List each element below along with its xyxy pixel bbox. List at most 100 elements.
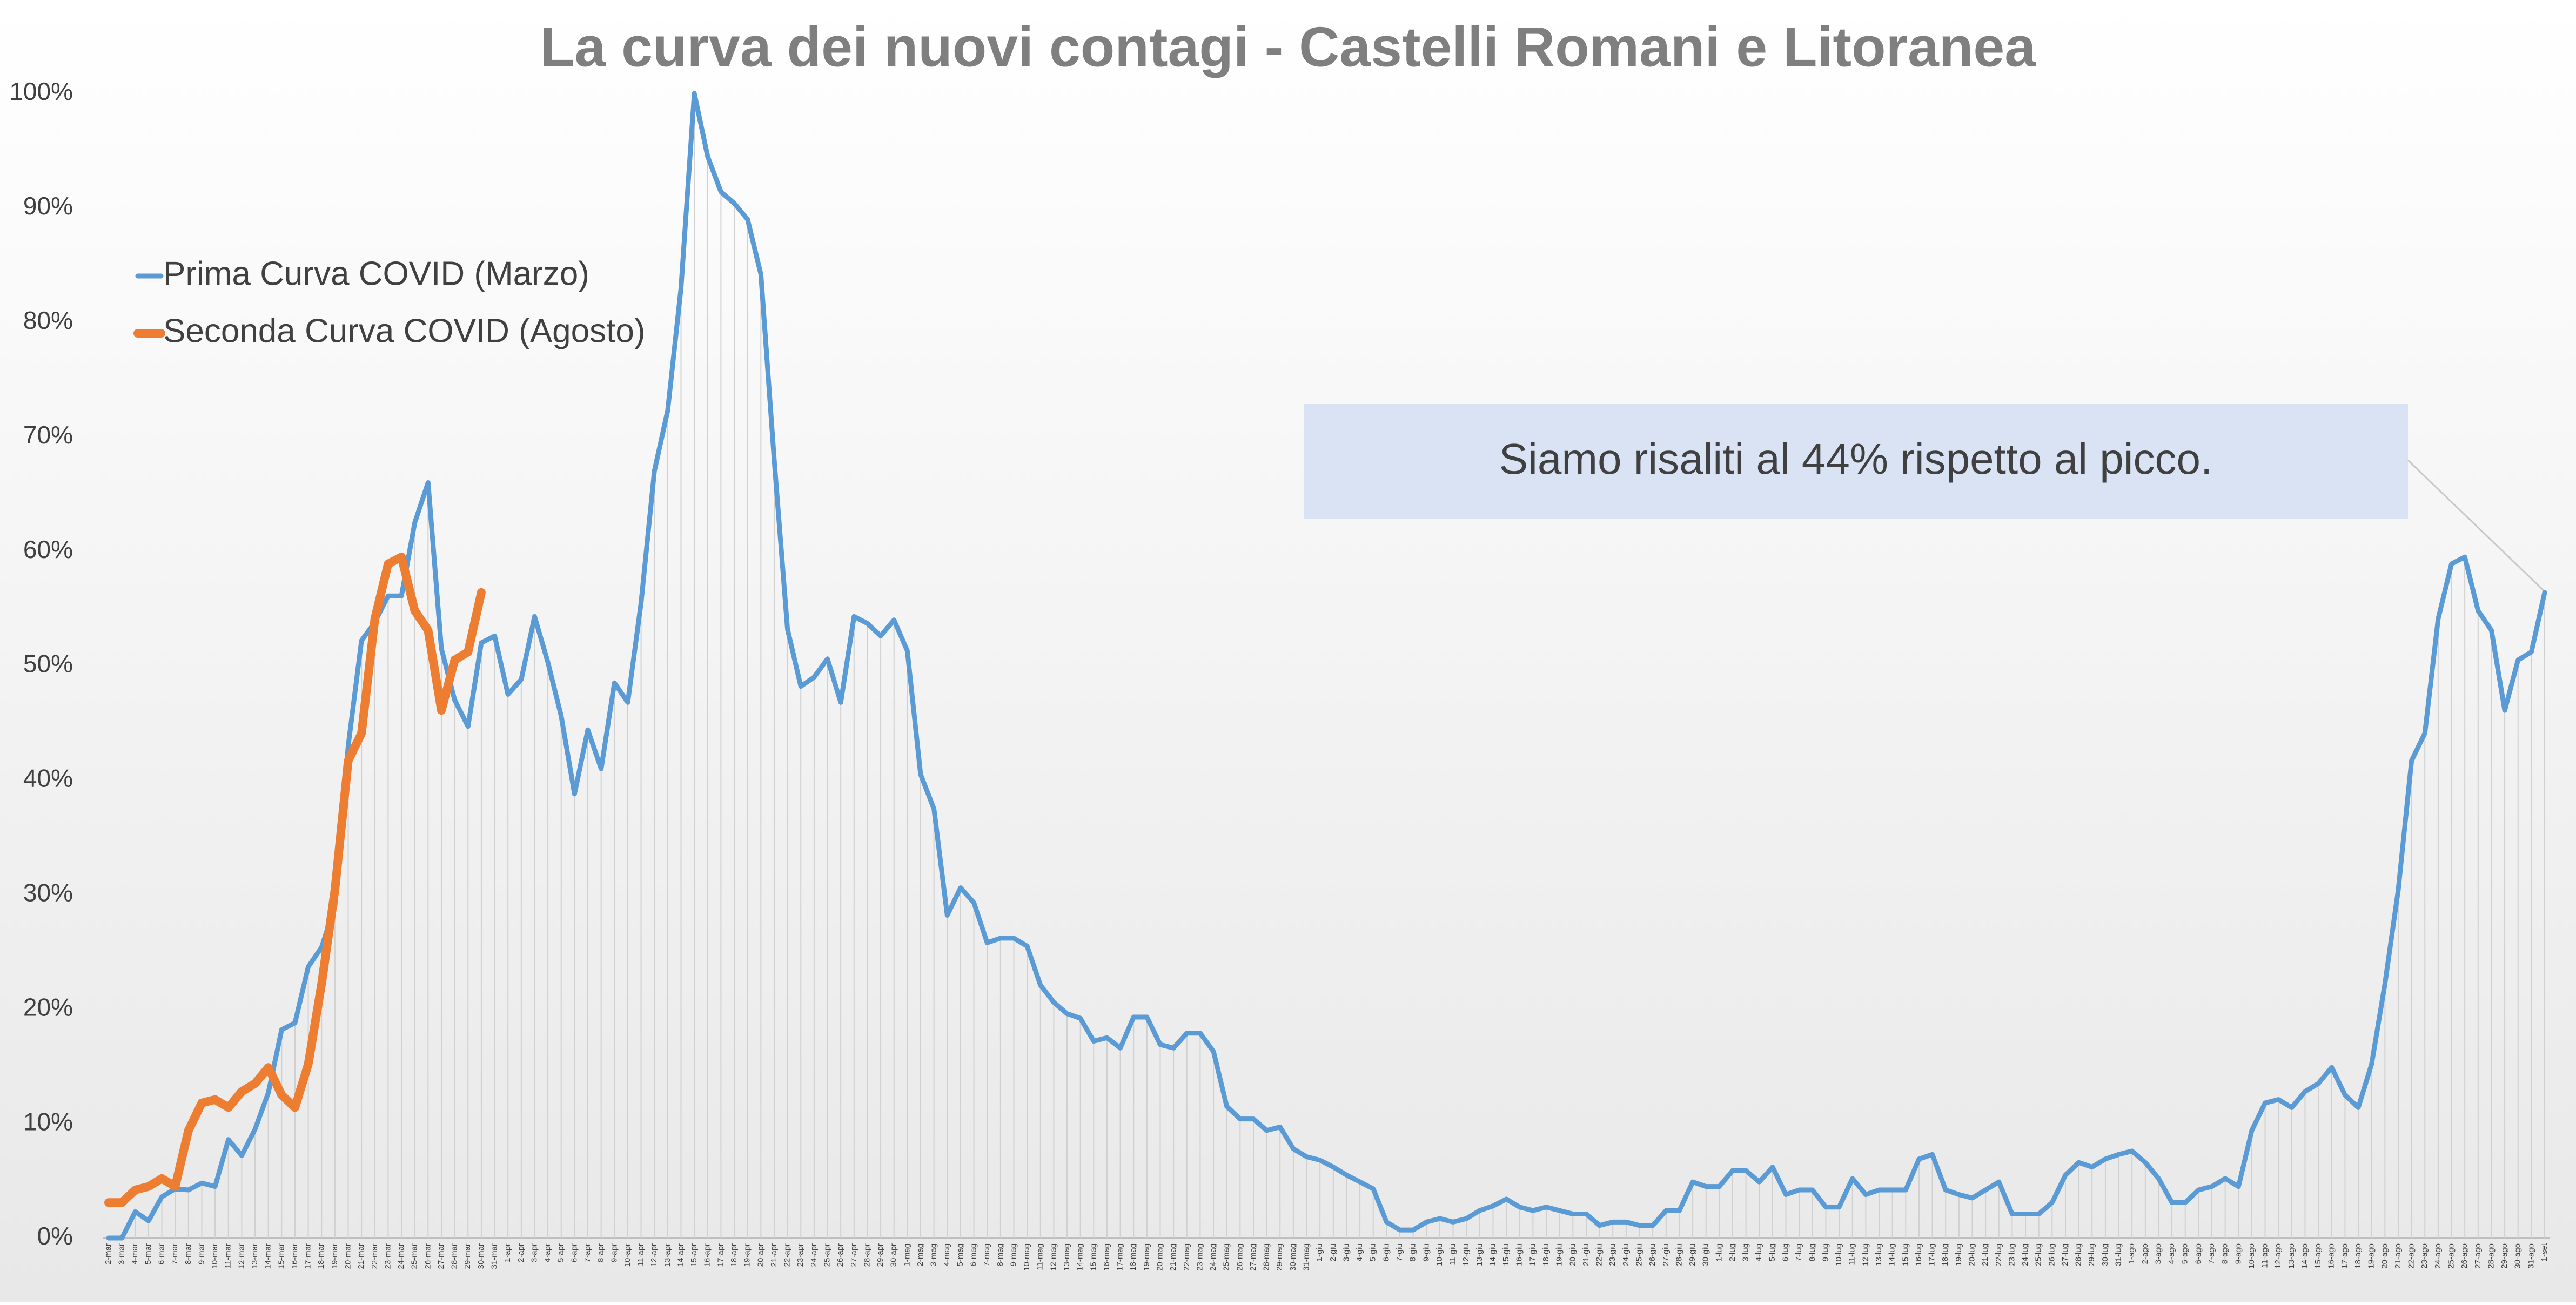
x-tick-label: 6-lug xyxy=(1781,1243,1790,1261)
x-tick-label: 12-giu xyxy=(1461,1243,1471,1266)
x-tick-label: 7-lug xyxy=(1794,1243,1803,1261)
x-tick-label: 29-lug xyxy=(2087,1243,2096,1266)
x-tick-label: 22-lug xyxy=(1994,1243,2003,1266)
x-tick-label: 16-mag xyxy=(1102,1243,1111,1271)
x-tick-label: 17-ago xyxy=(2340,1243,2349,1269)
x-tick-label: 26-mag xyxy=(1235,1243,1244,1271)
x-tick-label: 1-giu xyxy=(1315,1243,1324,1261)
x-tick-label: 10-giu xyxy=(1435,1243,1444,1266)
x-tick-label: 26-ago xyxy=(2460,1243,2469,1269)
x-tick-label: 9-lug xyxy=(1821,1243,1830,1261)
x-tick-label: 4-apr xyxy=(543,1243,552,1262)
x-tick-label: 2-ago xyxy=(2141,1243,2150,1264)
x-tick-label: 11-lug xyxy=(1848,1243,1857,1266)
x-tick-label: 19-mag xyxy=(1142,1243,1151,1271)
x-tick-label: 21-mag xyxy=(1169,1243,1178,1271)
x-tick-label: 7-ago xyxy=(2207,1243,2216,1264)
x-tick-label: 26-giu xyxy=(1648,1243,1657,1266)
x-tick-label: 25-ago xyxy=(2446,1243,2456,1269)
x-tick-label: 13-giu xyxy=(1475,1243,1484,1266)
x-tick-label: 6-giu xyxy=(1381,1243,1391,1261)
x-tick-label: 16-mar xyxy=(290,1243,299,1269)
x-tick-label: 15-mar xyxy=(277,1243,286,1269)
x-tick-label: 31-ago xyxy=(2526,1243,2535,1269)
x-tick-label: 4-mar xyxy=(130,1243,139,1264)
y-tick-label: 30% xyxy=(23,878,73,906)
x-tick-label: 6-mar xyxy=(157,1243,166,1264)
x-tick-label: 25-lug xyxy=(2034,1243,2043,1266)
x-tick-label: 13-apr xyxy=(663,1243,672,1267)
y-tick-label: 20% xyxy=(23,993,73,1021)
x-tick-label: 29-apr xyxy=(876,1243,885,1267)
x-tick-label: 15-giu xyxy=(1501,1243,1511,1266)
x-tick-label: 23-apr xyxy=(796,1243,805,1267)
x-tick-label: 1-set xyxy=(2540,1243,2549,1261)
x-tick-label: 13-mag xyxy=(1062,1243,1071,1271)
x-tick-label: 30-apr xyxy=(889,1243,898,1267)
x-tick-label: 21-ago xyxy=(2393,1243,2403,1269)
x-tick-label: 1-lug xyxy=(1714,1243,1723,1261)
x-tick-label: 14-mag xyxy=(1076,1243,1085,1271)
x-tick-label: 8-lug xyxy=(1808,1243,1817,1261)
x-tick-label: 24-ago xyxy=(2433,1243,2443,1269)
x-tick-label: 20-ago xyxy=(2380,1243,2389,1269)
x-tick-label: 8-apr xyxy=(596,1243,606,1262)
x-tick-label: 15-ago xyxy=(2313,1243,2323,1269)
x-tick-label: 28-ago xyxy=(2486,1243,2496,1269)
x-tick-label: 4-lug xyxy=(1754,1243,1763,1261)
x-tick-label: 18-lug xyxy=(1941,1243,1950,1266)
x-tick-label: 7-mar xyxy=(170,1243,179,1264)
x-tick-label: 5-lug xyxy=(1768,1243,1777,1261)
x-tick-label: 5-mar xyxy=(144,1243,153,1264)
x-tick-label: 16-ago xyxy=(2327,1243,2336,1269)
y-tick-label: 0% xyxy=(37,1222,73,1250)
y-tick-label: 50% xyxy=(23,650,73,678)
x-tick-label: 2-lug xyxy=(1728,1243,1737,1261)
x-tick-label: 23-mar xyxy=(383,1243,392,1269)
x-tick-label: 1-apr xyxy=(503,1243,512,1262)
x-tick-label: 13-lug xyxy=(1874,1243,1883,1266)
series-line xyxy=(104,553,486,1207)
x-tick-label: 18-apr xyxy=(729,1243,739,1267)
x-tick-label: 22-apr xyxy=(783,1243,792,1267)
x-tick-label: 24-giu xyxy=(1621,1243,1631,1266)
x-tick-label: 17-mag xyxy=(1116,1243,1125,1271)
x-tick-label: 6-mag xyxy=(969,1243,978,1267)
x-tick-label: 5-apr xyxy=(556,1243,566,1262)
x-tick-label: 12-ago xyxy=(2273,1243,2283,1269)
y-tick-label: 80% xyxy=(23,306,73,334)
x-tick-label: 18-ago xyxy=(2353,1243,2363,1269)
x-tick-label: 24-apr xyxy=(809,1243,819,1267)
x-tick-label: 8-mar xyxy=(184,1243,193,1264)
x-tick-label: 29-mar xyxy=(463,1243,472,1269)
x-tick-label: 4-mag xyxy=(942,1243,951,1267)
x-tick-label: 22-ago xyxy=(2407,1243,2416,1269)
x-tick-label: 19-apr xyxy=(743,1243,752,1267)
x-tick-label: 11-apr xyxy=(636,1243,646,1266)
x-tick-label: 11-mag xyxy=(1036,1243,1045,1270)
x-tick-label: 22-mar xyxy=(370,1243,379,1269)
y-tick-label: 100% xyxy=(9,77,73,105)
x-tick-label: 22-mag xyxy=(1182,1243,1191,1271)
x-tick-label: 12-lug xyxy=(1861,1243,1870,1266)
y-tick-label: 60% xyxy=(23,535,73,563)
x-tick-label: 16-giu xyxy=(1515,1243,1524,1266)
y-tick-label: 10% xyxy=(23,1107,73,1135)
x-tick-label: 18-mag xyxy=(1129,1243,1138,1271)
x-tick-label: 27-lug xyxy=(2061,1243,2070,1266)
x-tick-label: 27-giu xyxy=(1661,1243,1671,1266)
x-tick-label: 2-giu xyxy=(1329,1243,1338,1261)
series-line xyxy=(106,91,2547,1241)
x-tick-label: 6-ago xyxy=(2193,1243,2203,1264)
x-tick-label: 9-mar xyxy=(197,1243,206,1264)
x-tick-label: 21-apr xyxy=(769,1243,779,1267)
y-tick-label: 90% xyxy=(23,192,73,220)
x-tick-label: 9-giu xyxy=(1421,1243,1431,1261)
x-tick-label: 1-ago xyxy=(2127,1243,2136,1264)
x-tick-label: 28-giu xyxy=(1674,1243,1683,1266)
x-tick-label: 30-lug xyxy=(2101,1243,2110,1266)
x-tick-label: 16-apr xyxy=(703,1243,712,1267)
x-tick-label: 5-ago xyxy=(2181,1243,2190,1264)
x-tick-label: 12-mar xyxy=(237,1243,246,1269)
x-tick-label: 21-giu xyxy=(1581,1243,1591,1266)
